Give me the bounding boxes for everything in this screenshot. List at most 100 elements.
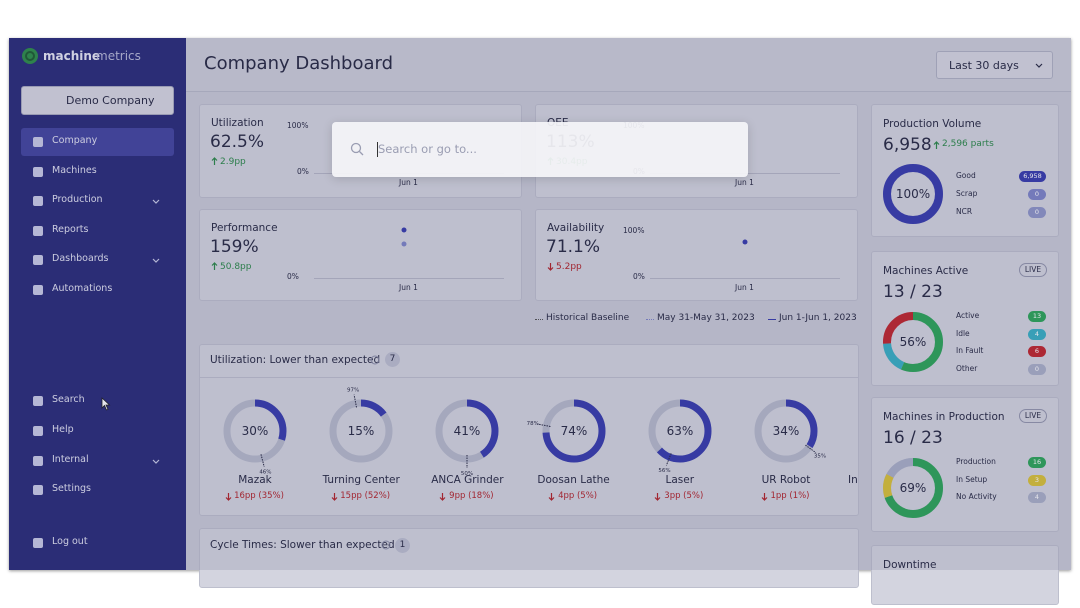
nav-label[interactable]: Dashboards <box>52 253 109 264</box>
arrow-icon <box>331 493 338 501</box>
range-dropdown[interactable]: Last 30 days <box>936 51 1053 79</box>
icon <box>33 255 43 265</box>
machine-delta: 15pp (52%) <box>340 491 391 501</box>
donut-segment <box>883 164 943 224</box>
nav-label[interactable]: Settings <box>52 483 91 494</box>
machine-donut: 78% 74% <box>526 399 606 463</box>
arrow-icon <box>654 493 661 501</box>
arrow <box>331 493 338 501</box>
arrow <box>761 493 768 501</box>
nav-label[interactable]: Machines <box>52 165 97 176</box>
icon <box>33 285 43 295</box>
nav-label[interactable]: Help <box>52 424 74 435</box>
machine-name: Turning Center <box>322 474 400 486</box>
machine-name: Mazak <box>238 474 272 486</box>
machine-donut: 97% 15% <box>329 388 393 463</box>
arrow-icon <box>761 493 768 501</box>
donut-center: 63% <box>666 424 693 438</box>
arrow <box>211 262 218 270</box>
panel-title: Utilization: Lower than expected <box>210 354 381 366</box>
company-name: Demo Company <box>66 94 155 107</box>
nav-label[interactable]: Search <box>52 394 85 405</box>
arrow <box>548 493 555 501</box>
kpi-value: 62.5% <box>210 132 265 152</box>
machine-name: Laser <box>665 474 695 486</box>
nav-label[interactable]: Company <box>52 135 98 146</box>
range-label: Last 30 days <box>949 59 1019 72</box>
nav-icon <box>33 426 43 436</box>
machine-donut: 46% 30% <box>223 399 287 476</box>
kpi-delta: 50.8pp <box>220 262 252 272</box>
panel <box>199 344 859 516</box>
arrow-icon <box>933 141 940 149</box>
donut-arc <box>648 399 712 463</box>
nav-label[interactable]: Production <box>52 194 103 205</box>
legend-item-label: Scrap <box>956 189 978 198</box>
icon <box>33 396 43 406</box>
donut-center: 41% <box>454 424 481 438</box>
baseline-label: 97% <box>347 388 359 394</box>
legend-swatch <box>646 319 654 320</box>
search-modal[interactable] <box>332 122 748 177</box>
card-title: Machines Active <box>883 265 969 277</box>
kpi-value: 71.1% <box>546 237 601 257</box>
machine-name-truncated: In <box>848 474 858 486</box>
donut-arc <box>329 399 393 463</box>
nav-label[interactable]: Reports <box>52 224 89 235</box>
legend-item-label: Other <box>956 363 978 373</box>
company-button[interactable]: Demo Company <box>21 86 174 115</box>
kpi-delta: 2.9pp <box>220 157 246 167</box>
icon <box>33 226 43 236</box>
arrow <box>654 493 661 501</box>
donut-center: 15% <box>348 424 375 438</box>
logout-label[interactable]: Log out <box>52 536 88 547</box>
baseline-label: 46% <box>259 470 271 476</box>
legend-item-count: 0 <box>1028 207 1046 218</box>
machine-name: ANCA Grinder <box>431 474 504 486</box>
machine-delta: 9pp (18%) <box>449 491 494 501</box>
donut-arc <box>542 399 606 463</box>
legend-item-label: Active <box>956 311 980 320</box>
nav-icon <box>33 255 43 265</box>
search-placeholder[interactable]: Search or go to... <box>378 142 477 156</box>
icon <box>33 456 43 466</box>
live-badge: LIVE <box>1019 263 1047 277</box>
chevron <box>152 199 160 204</box>
kpi-card <box>535 209 858 301</box>
nav-label[interactable]: Automations <box>52 283 113 294</box>
legend-item-count: 4 <box>1028 328 1046 340</box>
donut-segment <box>883 312 943 372</box>
nav-label[interactable]: Internal <box>52 454 89 465</box>
icon <box>33 167 43 177</box>
nav-icon <box>33 485 43 495</box>
legend-item-label: No Activity <box>956 492 997 501</box>
nav-icon <box>33 167 43 177</box>
point <box>742 239 748 245</box>
summary-card <box>871 545 1059 605</box>
legend-label: Jun 1-Jun 1, 2023 <box>779 313 857 323</box>
arrow <box>933 141 940 149</box>
donut-arc <box>223 399 287 463</box>
nav-icon <box>33 226 43 236</box>
donut-center: 34% <box>773 424 800 438</box>
machine-name: Doosan Lathe <box>537 474 610 486</box>
brand-light: metrics <box>96 49 141 63</box>
axis-label: Jun 1 <box>735 178 754 187</box>
card-value: 13 / 23 <box>883 282 943 302</box>
baseline-label: 50% <box>461 471 473 477</box>
chevron-icon <box>152 258 160 263</box>
legend-swatch <box>535 319 543 320</box>
chevron-icon <box>1035 63 1043 68</box>
kpi-card <box>199 209 522 301</box>
legend-item-label: Idle <box>956 328 970 338</box>
summary-donut: 100% <box>883 164 943 224</box>
machine-name: UR Robot <box>761 474 811 486</box>
icon <box>33 196 43 206</box>
chevron-icon <box>152 199 160 204</box>
nav-highlight[interactable] <box>21 128 174 156</box>
chevron <box>1035 63 1043 68</box>
cursor <box>101 397 111 411</box>
axis-label: 100% <box>287 121 309 130</box>
logo <box>22 48 38 64</box>
